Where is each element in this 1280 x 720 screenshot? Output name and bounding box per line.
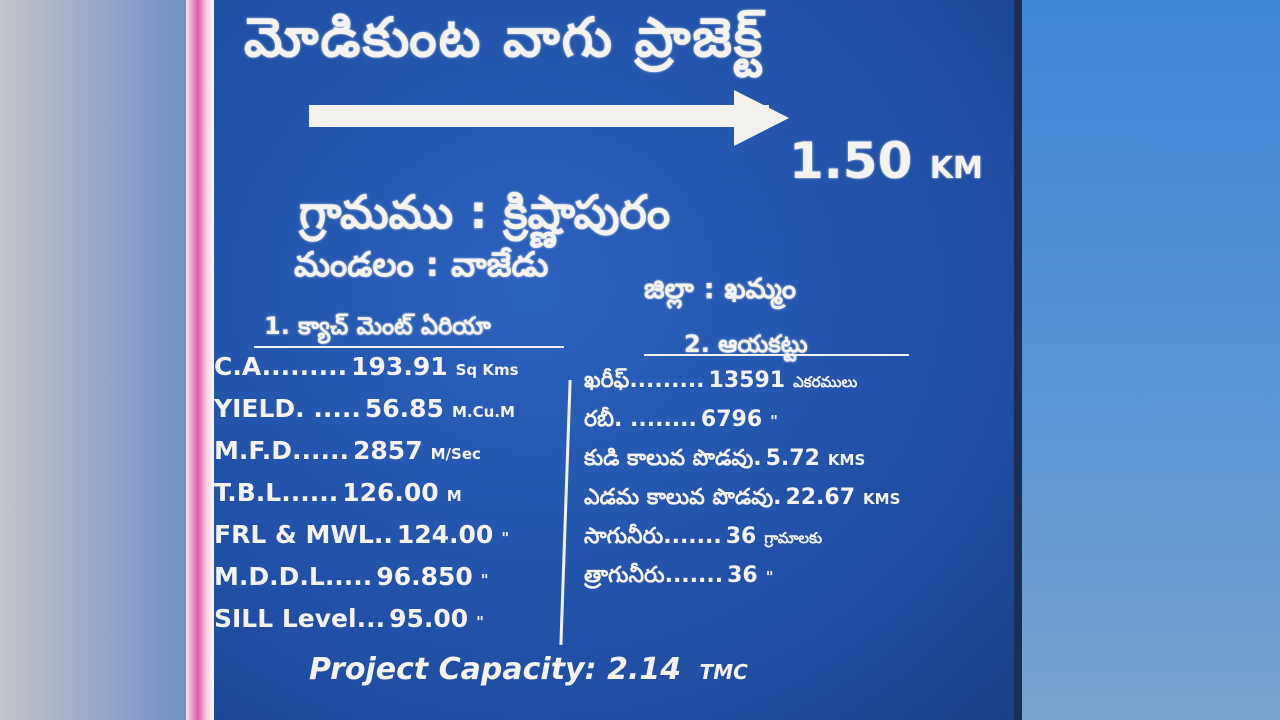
village: గ్రామము : క్రిష్ణాపురం [299,185,671,239]
catchment-row: M.D.D.L..... 96.850 " [214,562,489,591]
row-label: కుడి కాలువ పొడవు [584,446,754,471]
row-unit: M/Sec [430,445,481,463]
catchment-row: M.F.D...... 2857 M/Sec [214,436,481,465]
row-unit: గ్రామాలకు [764,529,823,547]
column-divider [559,380,572,645]
row-dots: ....... [663,524,722,549]
distance: 1.50 KM [789,132,983,190]
row-label: త్రాగునీరు [584,563,665,588]
row-value: 22.67 [785,485,856,510]
project-title: మోడికుంట వాగు ప్రాజెక్ట్ [244,6,765,69]
row-value: 36 [725,524,757,549]
row-label: ఖరీఫ్ [584,368,630,393]
ayacut-heading: 2. ఆయకట్టు [684,330,808,358]
blurred-background-right [1015,0,1280,720]
ayacut-underline [644,354,909,356]
sign-post [186,0,216,720]
catchment-row: SILL Level... 95.00 " [214,604,484,633]
signboard: మోడికుంట వాగు ప్రాజెక్ట్ 1.50 KM గ్రామము… [214,0,1022,720]
ayacut-row: రబీ. ........ 6796 " [584,407,778,437]
row-label: FRL & MWL [214,520,374,549]
distance-unit: KM [929,151,983,186]
row-label: C.A [214,352,262,381]
row-dots: ...... [292,436,350,465]
blurred-background-left [0,0,190,720]
row-unit: " [480,571,489,589]
row-unit: " [770,412,778,430]
row-dots: ...... [281,478,339,507]
mandal: మండలం : వాజేడు [294,245,549,285]
row-value: 5.72 [765,446,820,471]
row-unit: " [501,529,510,547]
row-label: T.B.L [214,478,282,507]
capacity-label: Project Capacity: [309,652,597,687]
row-value: 13591 [708,368,786,393]
row-value: 2857 [353,436,423,465]
row-label: M.D.D.L [214,562,325,591]
catchment-row: FRL & MWL.. 124.00 " [214,520,509,549]
right-arrow-head [734,90,789,146]
row-value: 124.00 [396,520,494,549]
row-label: YIELD [214,394,296,423]
capacity-unit: TMC [699,660,748,684]
row-unit: ఎకరములు [793,373,858,391]
row-label: M.F.D [214,436,293,465]
row-unit: " [765,568,774,586]
row-dots: ......... [629,368,705,393]
project-capacity: Project Capacity: 2.14 TMC [309,652,748,687]
row-value: 56.85 [364,394,444,423]
catchment-row: C.A......... 193.91 Sq Kms [214,352,519,381]
row-dots: ......... [261,352,348,381]
ayacut-row: ఎడమ కాలువ పొడవు. 22.67 KMS [584,485,900,515]
ayacut-row: కుడి కాలువ పొడవు. 5.72 KMS [584,446,865,476]
distance-value: 1.50 [789,132,913,190]
catchment-underline [254,346,564,348]
row-value: 36 [727,563,758,588]
row-value: 126.00 [342,478,439,507]
row-unit: Sq Kms [455,361,519,379]
row-label: ఎడమ కాలువ పొడవు [584,485,774,510]
row-unit: M.Cu.M [451,403,515,421]
row-dots: ... [356,604,386,633]
row-label: రబీ [584,407,615,432]
row-value: 95.00 [389,604,469,633]
catchment-row: T.B.L...... 126.00 M [214,478,462,507]
catchment-heading: 1. క్యాచ్ మెంట్ ఏరియా [264,312,491,340]
row-dots: . [773,485,782,510]
row-dots: ....... [664,563,724,588]
row-dots: . [753,446,762,471]
ayacut-row: సాగునీరు....... 36 గ్రామాలకు [584,524,822,554]
row-value: 193.91 [351,352,448,381]
row-dots: ..... [324,562,373,591]
row-unit: KMS [827,451,866,469]
ayacut-row: ఖరీఫ్......... 13591 ఎకరములు [584,368,857,398]
row-value: 96.850 [376,562,473,591]
capacity-value: 2.14 [607,652,682,687]
catchment-row: YIELD. ..... 56.85 M.Cu.M [214,394,515,423]
row-label: SILL Level [214,604,357,633]
row-unit: KMS [863,490,901,508]
row-dots: .. [373,520,393,549]
row-dots: . ..... [295,394,361,423]
right-arrow-icon [309,105,769,127]
row-unit: M [446,487,462,505]
row-value: 6796 [700,407,763,432]
row-label: సాగునీరు [584,524,664,549]
district: జిల్లా : ఖమ్మం [644,272,797,305]
ayacut-row: త్రాగునీరు....... 36 " [584,563,774,593]
row-unit: " [476,613,484,631]
row-dots: . ........ [614,407,697,432]
